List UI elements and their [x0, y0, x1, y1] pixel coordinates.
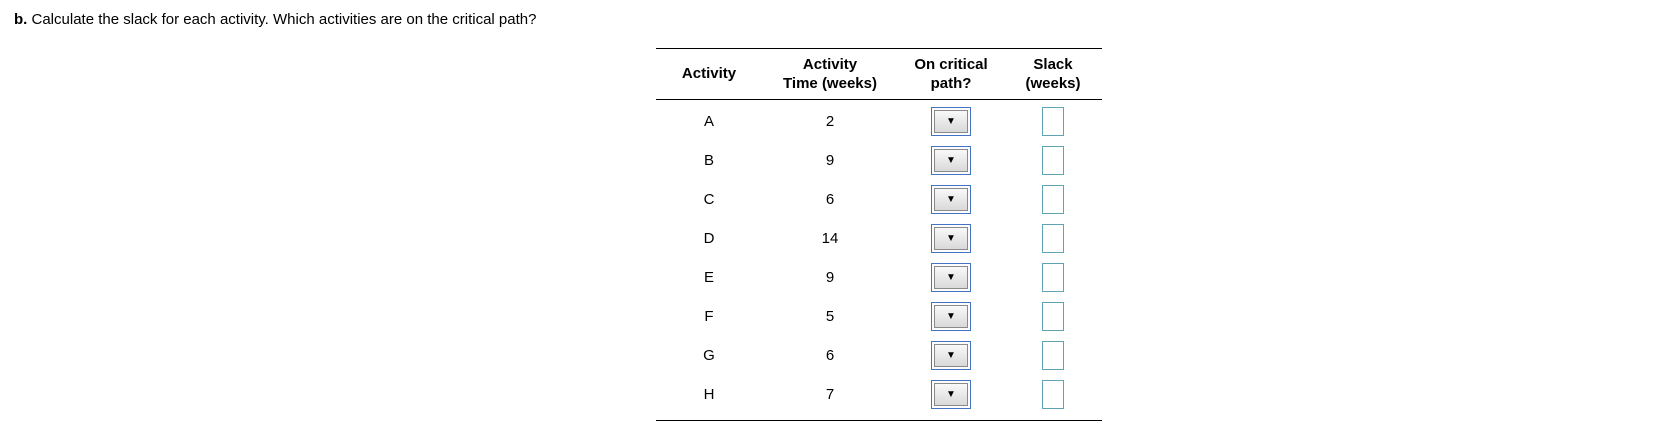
slack-input[interactable]: [1042, 224, 1064, 253]
header-time-line2: Time (weeks): [783, 75, 877, 92]
header-critical-path: On critical path?: [898, 49, 1004, 99]
table-row: B 9 ▼: [656, 141, 1102, 180]
chevron-down-icon: ▼: [934, 227, 968, 250]
slack-input[interactable]: [1042, 107, 1064, 136]
slack-cell: [1004, 102, 1102, 141]
slack-cell: [1004, 141, 1102, 180]
activity-table: Activity Activity Time (weeks) On critic…: [656, 48, 1102, 421]
chevron-down-icon: ▼: [934, 266, 968, 289]
slack-cell: [1004, 297, 1102, 336]
question-text: b. Calculate the slack for each activity…: [14, 10, 536, 30]
question-body: Calculate the slack for each activity. W…: [27, 11, 537, 28]
critical-path-cell: ▼: [898, 102, 1004, 141]
critical-path-cell: ▼: [898, 375, 1004, 414]
slack-cell: [1004, 180, 1102, 219]
slack-input[interactable]: [1042, 380, 1064, 409]
header-critical-line2: path?: [930, 75, 972, 92]
slack-cell: [1004, 219, 1102, 258]
table-header-row: Activity Activity Time (weeks) On critic…: [656, 48, 1102, 100]
activity-cell: H: [703, 386, 715, 403]
slack-cell: [1004, 258, 1102, 297]
activity-cell: B: [703, 152, 714, 169]
table-row: A 2 ▼: [656, 102, 1102, 141]
activity-cell: F: [704, 308, 714, 325]
header-slack-line2: (weeks): [1025, 75, 1081, 92]
table-row: D 14 ▼: [656, 219, 1102, 258]
activity-cell: E: [703, 269, 714, 286]
critical-path-select[interactable]: ▼: [931, 341, 971, 370]
critical-path-select[interactable]: ▼: [931, 380, 971, 409]
slack-cell: [1004, 336, 1102, 375]
activity-cell: A: [703, 113, 714, 130]
question-part-label: b.: [14, 11, 28, 28]
critical-path-cell: ▼: [898, 336, 1004, 375]
chevron-down-icon: ▼: [934, 383, 968, 406]
time-cell: 9: [825, 152, 835, 169]
critical-path-cell: ▼: [898, 297, 1004, 336]
activity-cell: G: [703, 347, 715, 364]
header-activity-label: Activity: [681, 65, 737, 83]
header-slack: Slack (weeks): [1004, 49, 1102, 99]
slack-input[interactable]: [1042, 263, 1064, 292]
critical-path-cell: ▼: [898, 180, 1004, 219]
time-cell: 6: [825, 347, 835, 364]
critical-path-select[interactable]: ▼: [931, 302, 971, 331]
critical-path-cell: ▼: [898, 141, 1004, 180]
time-cell: 6: [825, 191, 835, 208]
table-row: H 7 ▼: [656, 375, 1102, 414]
time-cell: 2: [825, 113, 835, 130]
activity-cell: C: [703, 191, 715, 208]
slack-input[interactable]: [1042, 341, 1064, 370]
chevron-down-icon: ▼: [934, 149, 968, 172]
time-cell: 14: [821, 230, 839, 247]
header-activity-time: Activity Time (weeks): [762, 49, 898, 99]
critical-path-cell: ▼: [898, 219, 1004, 258]
table-row: G 6 ▼: [656, 336, 1102, 375]
table-row: C 6 ▼: [656, 180, 1102, 219]
slack-input[interactable]: [1042, 302, 1064, 331]
critical-path-select[interactable]: ▼: [931, 224, 971, 253]
chevron-down-icon: ▼: [934, 110, 968, 133]
chevron-down-icon: ▼: [934, 188, 968, 211]
table-row: E 9 ▼: [656, 258, 1102, 297]
time-cell: 7: [825, 386, 835, 403]
critical-path-select[interactable]: ▼: [931, 263, 971, 292]
header-critical-line1: On critical: [914, 55, 988, 73]
table-body: A 2 ▼ B 9 ▼: [656, 100, 1102, 421]
critical-path-select[interactable]: ▼: [931, 185, 971, 214]
chevron-down-icon: ▼: [934, 305, 968, 328]
critical-path-select[interactable]: ▼: [931, 146, 971, 175]
time-cell: 9: [825, 269, 835, 286]
header-slack-line1: Slack: [1033, 55, 1073, 73]
time-cell: 5: [825, 308, 835, 325]
header-activity: Activity: [656, 49, 762, 99]
header-time-line1: Activity: [802, 55, 858, 73]
chevron-down-icon: ▼: [934, 344, 968, 367]
slack-input[interactable]: [1042, 185, 1064, 214]
slack-input[interactable]: [1042, 146, 1064, 175]
slack-cell: [1004, 375, 1102, 414]
table-row: F 5 ▼: [656, 297, 1102, 336]
critical-path-select[interactable]: ▼: [931, 107, 971, 136]
critical-path-cell: ▼: [898, 258, 1004, 297]
activity-cell: D: [703, 230, 715, 247]
